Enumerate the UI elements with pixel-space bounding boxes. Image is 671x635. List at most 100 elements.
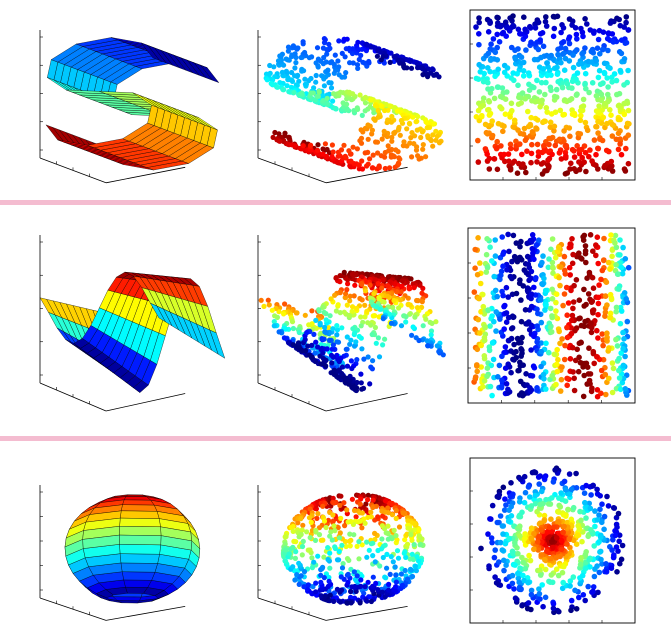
embedding-point (582, 597, 588, 604)
scatter-point (325, 67, 331, 73)
panel-r2-c1 (39, 235, 226, 412)
embedding-point (517, 141, 523, 147)
embedding-point (571, 166, 577, 172)
embedding-point (602, 293, 609, 299)
embedding-point (613, 336, 619, 343)
embedding-point (616, 367, 622, 374)
embedding-point (612, 232, 619, 239)
scatter-point (311, 559, 317, 565)
embedding-point (501, 567, 507, 574)
embedding-point (528, 295, 534, 302)
scatter-point (380, 513, 386, 519)
scatter-point (387, 571, 393, 578)
scatter-point (405, 302, 411, 308)
embedding-point (586, 345, 592, 352)
scatter-point (325, 556, 331, 563)
scatter-point (332, 105, 339, 112)
embedding-point (607, 107, 613, 113)
embedding-point (553, 291, 560, 298)
embedding-point (490, 36, 497, 42)
scatter-point (358, 52, 364, 59)
embedding-point (519, 602, 526, 608)
embedding-point (517, 243, 523, 250)
scatter-point (343, 291, 349, 297)
embedding-point (550, 33, 557, 40)
embedding-point (581, 372, 587, 379)
embedding-point (564, 541, 570, 547)
embedding-point (503, 284, 510, 291)
scatter-point (369, 127, 375, 133)
scatter-point (288, 84, 294, 90)
embedding-point (474, 368, 481, 375)
embedding-point (607, 266, 613, 273)
embedding-point (597, 51, 603, 57)
embedding-point (622, 40, 629, 46)
scatter-point (276, 131, 282, 137)
embedding-point (618, 264, 625, 271)
embedding-point (604, 330, 610, 337)
embedding-point (520, 572, 526, 579)
scatter-point (347, 60, 353, 66)
embedding-point (620, 362, 627, 369)
embedding-point (551, 25, 558, 32)
scatter-point (361, 356, 367, 362)
embedding-point (582, 318, 588, 325)
scatter-point (388, 152, 394, 158)
embedding-point (599, 46, 606, 53)
scatter-point (423, 316, 429, 322)
panel-r3-c1 (39, 485, 201, 621)
embedding-point (552, 142, 559, 149)
axes-box (469, 9, 636, 181)
embedding-point (510, 13, 516, 19)
scatter-point (372, 324, 378, 331)
embedding-point (554, 71, 561, 77)
scatter-point (299, 66, 305, 72)
embedding-point (504, 65, 511, 71)
embedding-point (558, 264, 564, 270)
scatter-point (393, 515, 399, 522)
scatter-point (328, 296, 334, 302)
scatter-point (352, 282, 358, 288)
embedding-point (528, 503, 535, 509)
scatter-point (322, 593, 328, 599)
scatter-point (270, 134, 276, 140)
embedding-point (549, 495, 555, 501)
scatter-point (339, 325, 345, 331)
scatter-point (370, 165, 376, 171)
embedding-point (617, 252, 623, 258)
embedding-point (582, 149, 589, 156)
embedding-point (551, 123, 558, 130)
embedding-point (594, 45, 601, 51)
scatter-point (269, 307, 275, 313)
embedding-point (505, 518, 512, 525)
scatter-point (414, 297, 420, 304)
scatter-point (427, 70, 434, 76)
embedding-point (547, 305, 554, 312)
scatter-point (409, 130, 415, 136)
embedding-point (583, 482, 589, 489)
scatter-point (415, 65, 421, 71)
embedding-point (480, 78, 487, 85)
scatter-point (302, 81, 308, 87)
embedding-point (541, 376, 547, 382)
embedding-point (513, 354, 519, 361)
scatter-point (419, 299, 425, 305)
scatter-point (315, 344, 321, 350)
embedding-point (503, 319, 510, 326)
scatter-point (305, 582, 311, 588)
embedding-point (476, 31, 482, 37)
embedding-point (502, 302, 508, 309)
embedding-point (537, 596, 543, 602)
embedding-point (606, 345, 612, 351)
embedding-point (578, 339, 584, 346)
embedding-point (510, 550, 516, 557)
scatter-point (313, 317, 319, 323)
scatter-point (354, 573, 360, 579)
embedding-point (509, 325, 516, 331)
scatter-point (358, 135, 365, 141)
scatter-point (281, 335, 287, 341)
scatter-point (326, 80, 332, 86)
scatter-point (430, 132, 436, 138)
embedding-point (520, 559, 527, 566)
embedding-point (594, 393, 601, 400)
